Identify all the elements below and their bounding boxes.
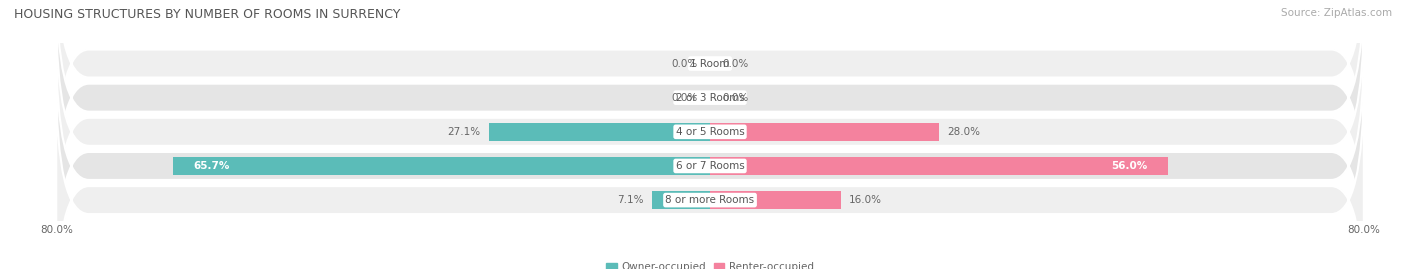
Text: 0.0%: 0.0% bbox=[672, 59, 697, 69]
Bar bbox=[173, 157, 710, 175]
FancyBboxPatch shape bbox=[56, 43, 1364, 269]
Text: 28.0%: 28.0% bbox=[948, 127, 980, 137]
FancyBboxPatch shape bbox=[56, 77, 1364, 269]
FancyBboxPatch shape bbox=[56, 9, 1364, 254]
Text: 7.1%: 7.1% bbox=[617, 195, 644, 205]
Text: 8 or more Rooms: 8 or more Rooms bbox=[665, 195, 755, 205]
Bar bbox=[710, 157, 1167, 175]
Bar bbox=[710, 123, 939, 141]
Text: 0.0%: 0.0% bbox=[723, 59, 748, 69]
Text: 65.7%: 65.7% bbox=[194, 161, 231, 171]
FancyBboxPatch shape bbox=[56, 0, 1364, 220]
Text: 6 or 7 Rooms: 6 or 7 Rooms bbox=[676, 161, 744, 171]
Bar bbox=[710, 191, 841, 209]
Text: 4 or 5 Rooms: 4 or 5 Rooms bbox=[676, 127, 744, 137]
Text: HOUSING STRUCTURES BY NUMBER OF ROOMS IN SURRENCY: HOUSING STRUCTURES BY NUMBER OF ROOMS IN… bbox=[14, 8, 401, 21]
Bar bbox=[488, 123, 710, 141]
Text: 2 or 3 Rooms: 2 or 3 Rooms bbox=[676, 93, 744, 103]
Text: 27.1%: 27.1% bbox=[447, 127, 481, 137]
Text: Source: ZipAtlas.com: Source: ZipAtlas.com bbox=[1281, 8, 1392, 18]
Bar bbox=[652, 191, 710, 209]
FancyBboxPatch shape bbox=[56, 0, 1364, 186]
Text: 0.0%: 0.0% bbox=[723, 93, 748, 103]
Legend: Owner-occupied, Renter-occupied: Owner-occupied, Renter-occupied bbox=[606, 262, 814, 269]
Text: 16.0%: 16.0% bbox=[849, 195, 882, 205]
Text: 1 Room: 1 Room bbox=[690, 59, 730, 69]
Text: 0.0%: 0.0% bbox=[672, 93, 697, 103]
Text: 56.0%: 56.0% bbox=[1111, 161, 1147, 171]
